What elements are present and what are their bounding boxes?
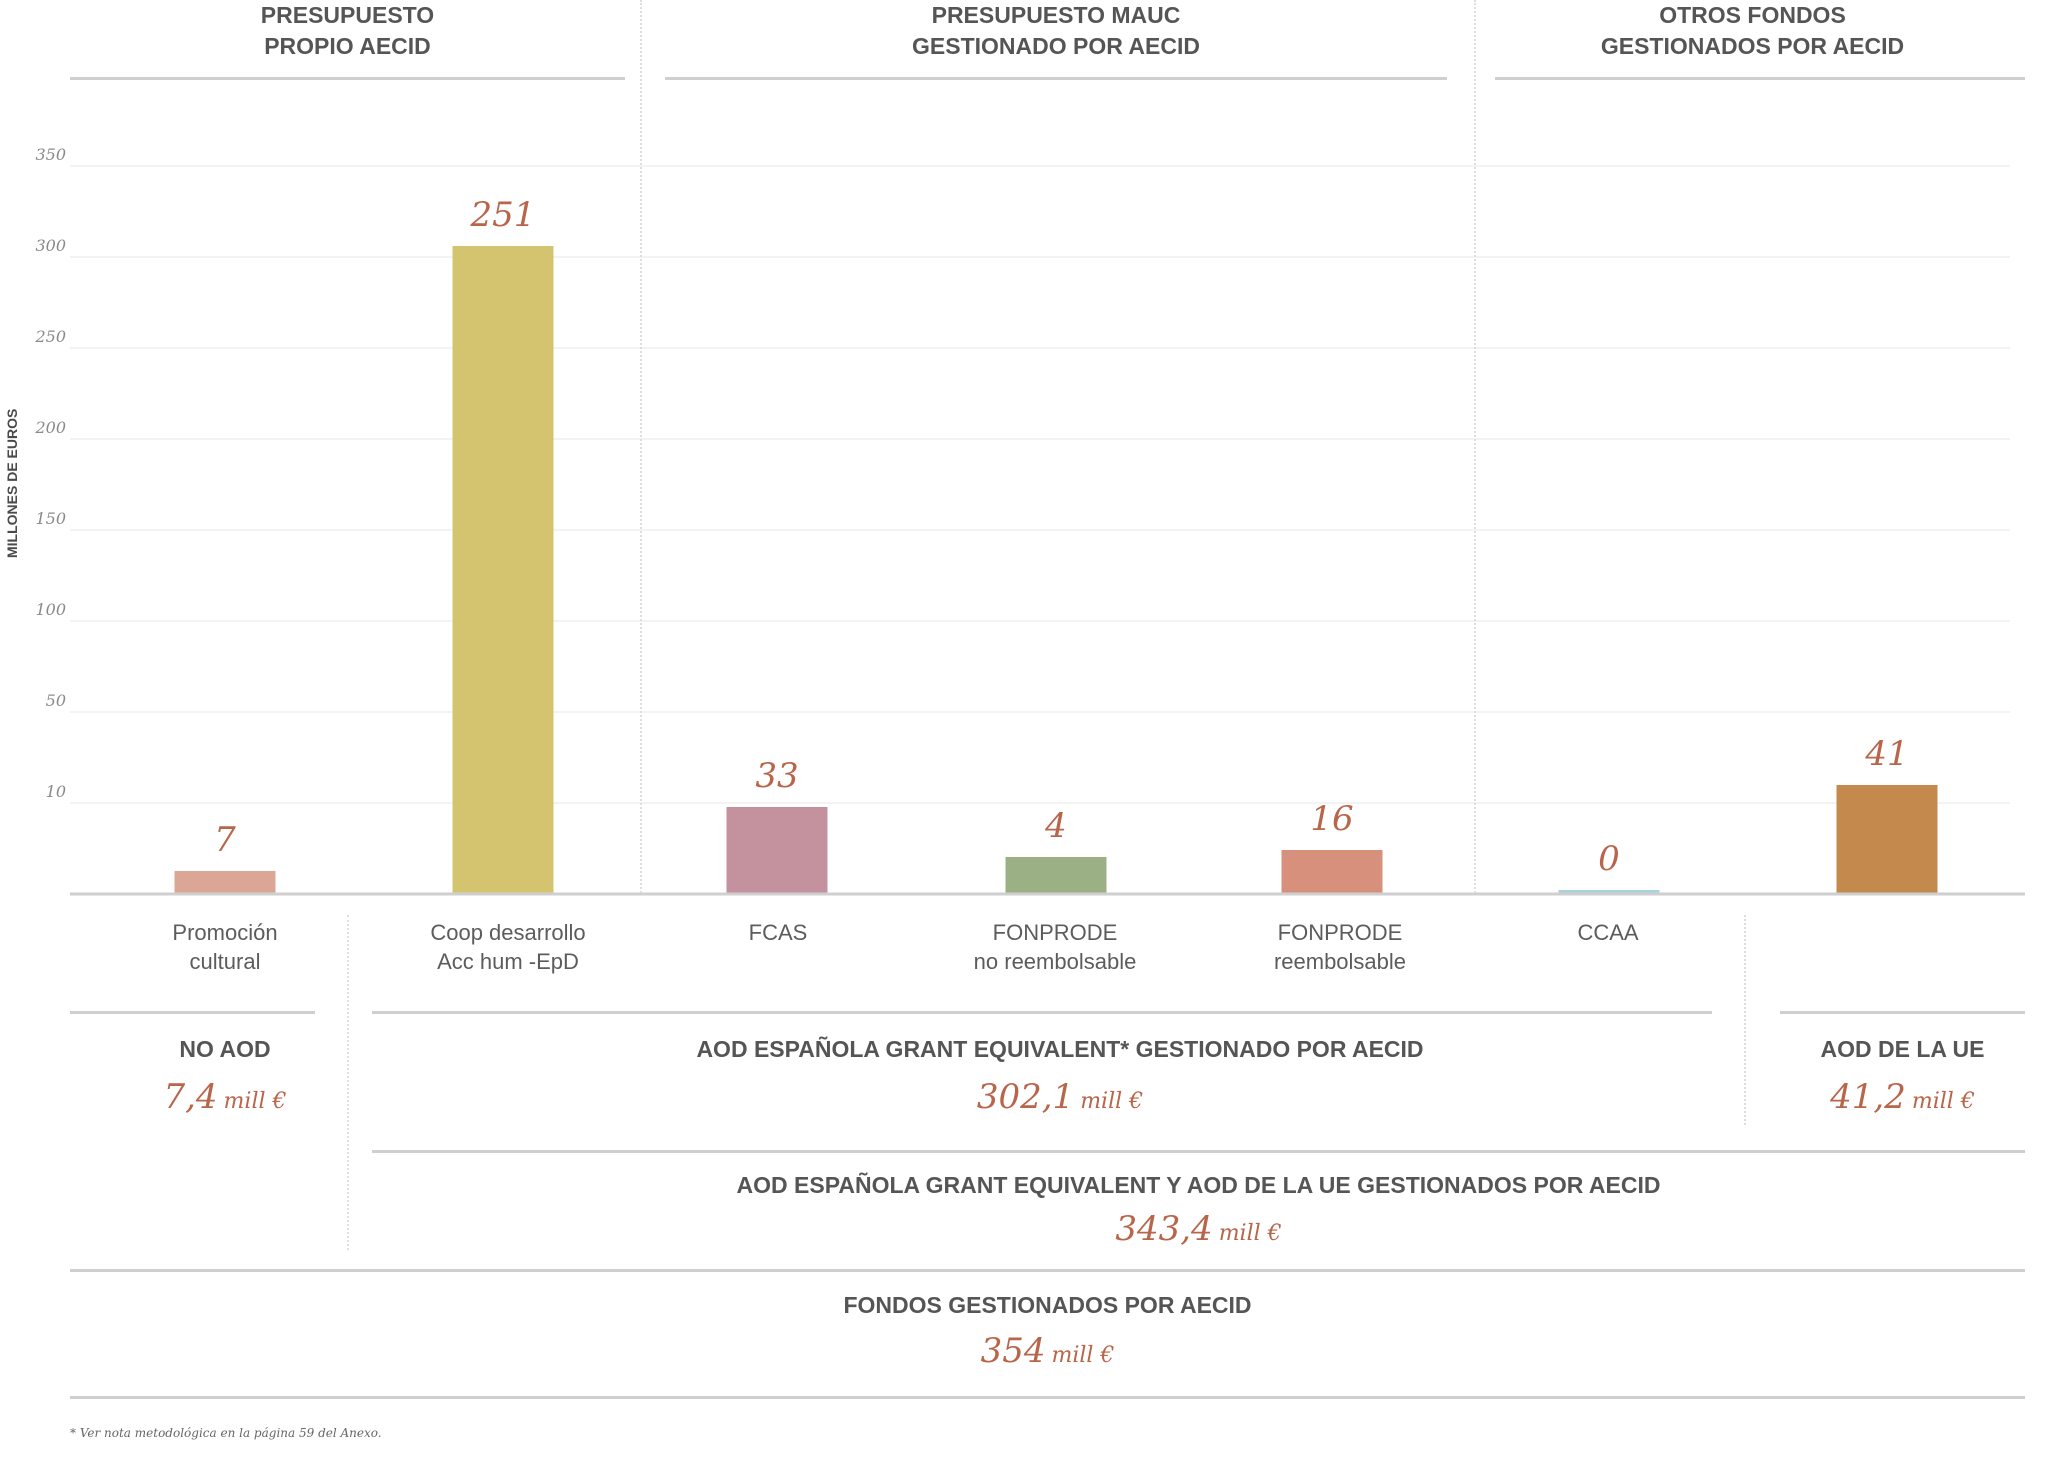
- summary-unit: mill €: [1080, 1089, 1144, 1114]
- summary-fondos: FONDOS GESTIONADOS POR AECID 354 mill €: [70, 1290, 2025, 1375]
- summary-amount: 343,4 mill €: [372, 1210, 2025, 1253]
- bar: [1836, 785, 1938, 893]
- y-tick-label: 50: [46, 691, 66, 710]
- summary-rule-bottom: [70, 1396, 2025, 1399]
- separator-dotted: [1744, 915, 1746, 1125]
- group-header-otros: OTROS FONDOS GESTIONADOS POR AECID: [1495, 0, 2010, 62]
- y-tick-label: 250: [34, 327, 66, 346]
- footnote: * Ver nota metodológica en la página 59 …: [70, 1426, 382, 1440]
- group-header-line1: PRESUPUESTO MAUC: [931, 2, 1181, 28]
- group-header-line2: GESTIONADOS POR AECID: [1600, 33, 1905, 59]
- group-header-line1: PRESUPUESTO: [260, 2, 435, 28]
- summary-value: 302,1: [976, 1077, 1075, 1117]
- bar: [1005, 857, 1107, 893]
- bar-value-label: 251: [470, 195, 536, 235]
- summary-amount: 41,2 mill €: [1780, 1078, 2025, 1121]
- group-header-line2: GESTIONADO POR AECID: [912, 33, 1200, 59]
- summary-value: 343,4: [1115, 1209, 1213, 1249]
- summary-title: FONDOS GESTIONADOS POR AECID: [843, 1292, 1252, 1318]
- category-label-fonprode-r: FONPRODE reembolsable: [1210, 918, 1470, 976]
- y-tick-label: 10: [46, 782, 66, 801]
- group-rule-propio: [70, 77, 625, 80]
- summary-unit: mill €: [1911, 1089, 1975, 1114]
- bar: [1281, 850, 1383, 893]
- bar-value-label: 33: [755, 756, 798, 796]
- summary-aod-ue: AOD DE LA UE 41,2 mill €: [1780, 1034, 2025, 1121]
- category-label-line1: FONPRODE: [992, 920, 1118, 945]
- summary-value: 41,2: [1830, 1077, 1906, 1117]
- category-label-line1: Coop desarrollo: [430, 920, 586, 945]
- category-label-line2: no reembolsable: [973, 949, 1137, 974]
- summary-aod-grant-ue: AOD ESPAÑOLA GRANT EQUIVALENT Y AOD DE L…: [372, 1170, 2025, 1253]
- summary-title: AOD DE LA UE: [1820, 1036, 1985, 1062]
- group-header-line2: PROPIO AECID: [264, 33, 431, 59]
- summary-amount: 7,4 mill €: [70, 1078, 380, 1121]
- category-label-ccaa: CCAA: [1478, 918, 1738, 947]
- category-label-line1: FCAS: [748, 920, 808, 945]
- summary-value: 354: [980, 1331, 1046, 1371]
- category-label-line1: FONPRODE: [1277, 920, 1403, 945]
- summary-rule-aod-ue: [1780, 1011, 2025, 1014]
- summary-rule-fondos: [70, 1269, 2025, 1272]
- bar: [1558, 890, 1660, 893]
- y-tick-label: 200: [34, 418, 66, 437]
- separator-dotted: [347, 915, 349, 1250]
- group-header-line1: OTROS FONDOS: [1659, 2, 1846, 28]
- group-rule-otros: [1495, 77, 2025, 80]
- summary-rule-aod-grant: [372, 1011, 1712, 1014]
- category-label-line2: Acc hum -EpD: [437, 949, 579, 974]
- y-tick-label: 150: [35, 509, 66, 528]
- summary-unit: mill €: [1051, 1343, 1115, 1368]
- summary-no-aod: NO AOD 7,4 mill €: [70, 1034, 380, 1121]
- summary-title: AOD ESPAÑOLA GRANT EQUIVALENT* GESTIONAD…: [696, 1036, 1424, 1062]
- bar-value-label: 4: [1044, 806, 1067, 846]
- category-label-promocion: Promoción cultural: [95, 918, 355, 976]
- y-tick-label: 300: [35, 236, 66, 255]
- summary-title: NO AOD: [179, 1036, 271, 1062]
- bar: [726, 807, 828, 893]
- bar-value-label: 41: [1864, 734, 1908, 774]
- summary-unit: mill €: [1218, 1221, 1282, 1246]
- bar-value-label: 16: [1310, 799, 1353, 839]
- category-label-line1: Promoción: [172, 920, 278, 945]
- summary-title: AOD ESPAÑOLA GRANT EQUIVALENT Y AOD DE L…: [736, 1172, 1661, 1198]
- summary-value: 7,4: [163, 1077, 218, 1117]
- bar-chart: 350 300 250 200 150 100 50 10 7 251 33 4 16 0 41: [34, 145, 2025, 896]
- summary-amount: 354 mill €: [70, 1332, 2025, 1375]
- category-label-line2: cultural: [189, 949, 261, 974]
- separator-dotted: [1474, 0, 1476, 893]
- group-rule-mauc: [665, 77, 1447, 80]
- summary-amount: 302,1 mill €: [372, 1078, 1748, 1121]
- bar-value-label: 0: [1598, 839, 1620, 879]
- category-label-line2: reembolsable: [1273, 949, 1407, 974]
- group-header-mauc: PRESUPUESTO MAUC GESTIONADO POR AECID: [665, 0, 1447, 62]
- bar: [452, 246, 554, 893]
- bar: [174, 871, 276, 893]
- category-label-line1: CCAA: [1577, 920, 1639, 945]
- summary-rule-no-aod: [70, 1011, 315, 1014]
- y-tick-label: 100: [35, 600, 66, 619]
- separator-dotted: [640, 0, 642, 893]
- y-tick-label: 350: [35, 145, 66, 164]
- summary-unit: mill €: [223, 1089, 287, 1114]
- category-label-fonprode-nr: FONPRODE no reembolsable: [925, 918, 1185, 976]
- bar-value-label: 7: [214, 820, 236, 860]
- category-label-coop: Coop desarrollo Acc hum -EpD: [378, 918, 638, 976]
- summary-aod-grant: AOD ESPAÑOLA GRANT EQUIVALENT* GESTIONAD…: [372, 1034, 1748, 1121]
- summary-rule-aod-grant-ue: [372, 1150, 2025, 1153]
- group-header-propio: PRESUPUESTO PROPIO AECID: [70, 0, 625, 62]
- category-label-fcas: FCAS: [648, 918, 908, 947]
